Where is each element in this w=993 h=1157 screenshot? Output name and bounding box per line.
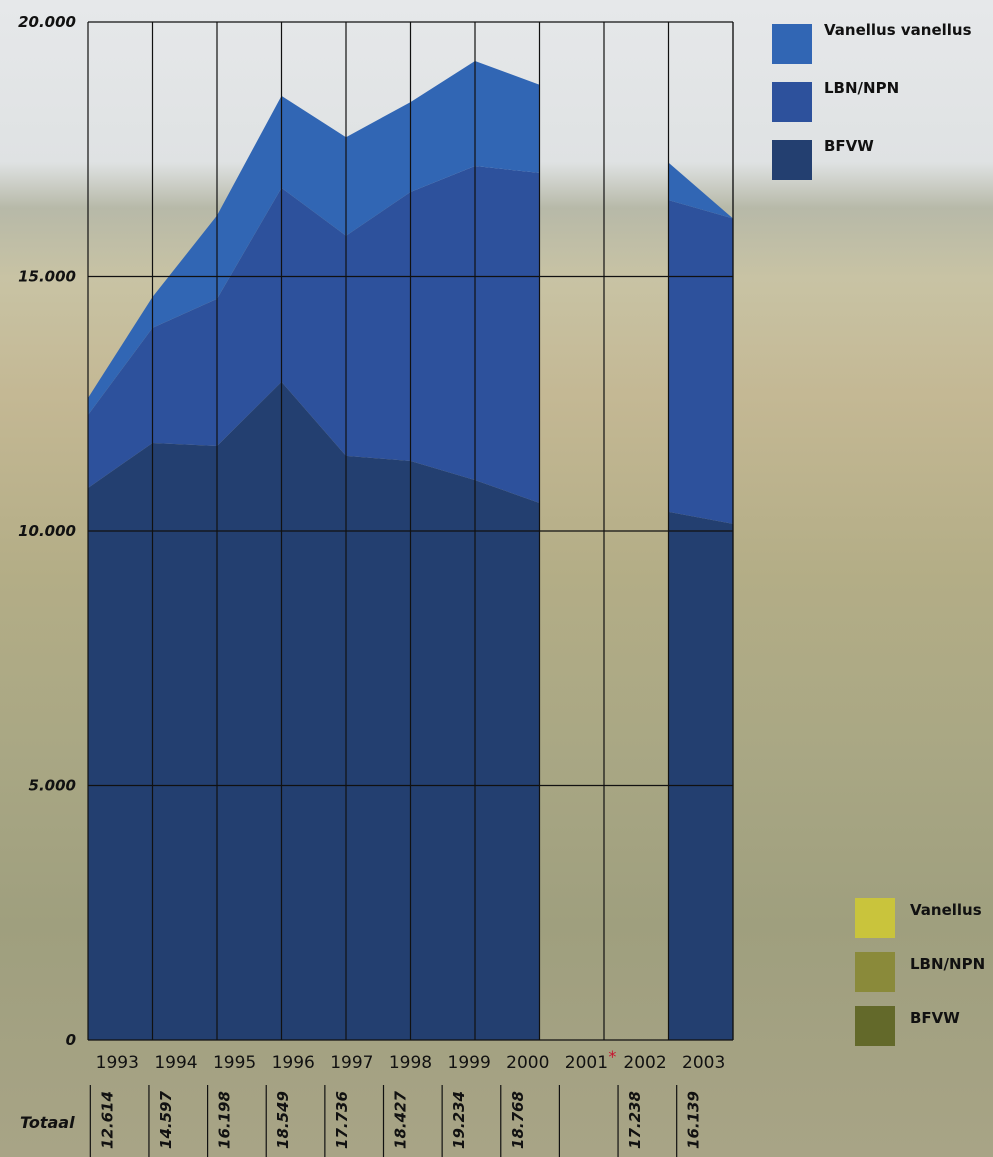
legend-swatch [855,952,895,992]
legend-swatch [855,898,895,938]
x-tick-label: 1995 [213,1053,256,1073]
x-tick-label: 1996 [272,1053,315,1073]
y-tick-label: 0 [66,1031,76,1049]
area [668,200,733,524]
y-tick-label: 15.000 [18,268,76,286]
legend-swatch [772,24,812,64]
total-label: 18.427 [392,1090,410,1148]
total-label: 17.736 [333,1091,351,1149]
legend-swatch [855,1006,895,1046]
x-tick-label: 1999 [448,1053,491,1073]
area [668,511,733,1041]
legend-swatch [772,140,812,180]
legend-label: Vanellus [910,901,982,919]
legend-label: LBN/NPN [910,955,985,973]
x-tick-label: 1994 [154,1053,197,1073]
area [88,166,540,504]
area [668,162,733,219]
total-label: 16.198 [216,1091,234,1149]
area [88,60,540,415]
note-mark: * [608,1047,616,1066]
total-label: 17.238 [626,1091,644,1149]
x-tick-label: 2001 [565,1053,608,1073]
legend-label: BFVW [824,137,874,155]
y-tick-label: 10.000 [18,522,76,540]
legend-label: LBN/NPN [824,79,899,97]
total-label: 19.234 [450,1091,468,1149]
area [88,381,540,1040]
total-label: 14.597 [157,1090,175,1148]
x-tick-label: 1993 [96,1053,139,1073]
x-tick-label: 1997 [330,1053,373,1073]
x-tick-label: 2002 [623,1053,666,1073]
totals-header: Totaal [20,1113,75,1132]
x-tick-label: 1998 [389,1053,432,1073]
total-label: 18.549 [274,1091,292,1149]
legend-label: Vanellus vanellus [824,21,972,39]
x-tick-label: 2003 [682,1053,725,1073]
total-label: 12.614 [98,1091,116,1149]
legend-swatch [772,82,812,122]
total-label: 18.768 [509,1091,527,1149]
total-label: 16.139 [685,1091,703,1149]
y-tick-label: 20.000 [18,13,76,31]
x-tick-label: 2000 [506,1053,549,1073]
legend-label: BFVW [910,1009,960,1027]
y-tick-label: 5.000 [29,777,76,795]
